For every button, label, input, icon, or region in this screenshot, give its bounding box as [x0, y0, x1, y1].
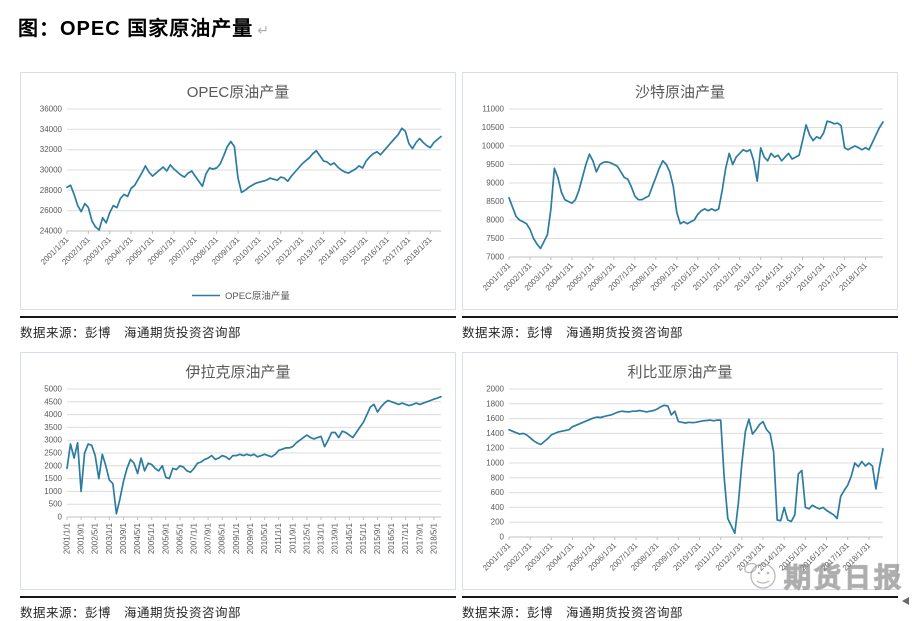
svg-text:10500: 10500 [482, 123, 505, 132]
chart-panel-iraq: 0 500 1000 1500 2000 2500 3000 3500 4000 4500 5000… [20, 352, 456, 590]
svg-text:600: 600 [491, 488, 505, 497]
svg-text:7500: 7500 [486, 234, 504, 243]
source-note: 数据来源：彭博 海通期货投资咨询部 [20, 326, 242, 340]
svg-text:2000: 2000 [44, 461, 62, 470]
svg-text:30000: 30000 [40, 166, 63, 175]
svg-text:OPEC原油产量: OPEC原油产量 [187, 84, 290, 101]
svg-text:3000: 3000 [44, 436, 62, 445]
svg-text:1600: 1600 [486, 414, 504, 423]
source-divider [462, 596, 898, 598]
svg-text:4500: 4500 [44, 397, 62, 406]
svg-text:3500: 3500 [44, 423, 62, 432]
chart-cell-libya: 0 200 400 600 800 1000 1200 1400 1600 1800 2000 200… [462, 352, 898, 621]
opec-production-chart: 240002600028000300003200034000360002001/… [39, 84, 442, 302]
saudi-production-chart: 7000750080008500900095001000010500110002… [481, 84, 884, 293]
svg-text:2017/9/1: 2017/9/1 [415, 522, 424, 554]
svg-text:200: 200 [491, 518, 505, 527]
svg-text:2003/9/1: 2003/9/1 [119, 522, 128, 554]
svg-text:2017/1/1: 2017/1/1 [401, 522, 410, 554]
svg-text:2003/1/1: 2003/1/1 [105, 522, 114, 554]
svg-text:1200: 1200 [486, 444, 504, 453]
source-note: 数据来源：彭博 海通期货投资咨询部 [20, 606, 242, 620]
svg-text:1000: 1000 [44, 487, 62, 496]
svg-text:1400: 1400 [486, 429, 504, 438]
svg-text:2004/5/1: 2004/5/1 [133, 522, 142, 554]
chart-panel-libya: 0 200 400 600 800 1000 1200 1400 1600 1800 2000 200… [462, 352, 898, 590]
page-title-text: 图：OPEC 国家原油产量 [18, 18, 254, 40]
svg-text:0: 0 [58, 513, 63, 522]
source-note: 数据来源：彭博 海通期货投资咨询部 [462, 606, 684, 620]
chart-panel-opec: 24000 26000 28000 30000 32000 34000 36000 2001/… [20, 72, 456, 310]
chart-cell-opec: 24000 26000 28000 30000 32000 34000 36000 2001/… [20, 72, 456, 341]
svg-text:1500: 1500 [44, 474, 62, 483]
svg-text:8000: 8000 [486, 216, 504, 225]
svg-text:500: 500 [49, 500, 63, 509]
svg-text:2016/5/1: 2016/5/1 [387, 522, 396, 554]
svg-text:9500: 9500 [486, 160, 504, 169]
svg-text:10000: 10000 [482, 142, 505, 151]
chart-cell-iraq: 0 500 1000 1500 2000 2500 3000 3500 4000 4500 5000… [20, 352, 456, 621]
svg-text:2007/9/1: 2007/9/1 [204, 522, 213, 554]
svg-text:2013/9/1: 2013/9/1 [331, 522, 340, 554]
svg-text:2500: 2500 [44, 449, 62, 458]
corner-arrow-icon [902, 597, 909, 605]
svg-text:34000: 34000 [40, 125, 63, 134]
svg-text:2009/1/1: 2009/1/1 [232, 522, 241, 554]
chart-cell-saudi: 7000 7500 8000 8500 9000 9500 10000 10500 11000 2… [462, 72, 898, 341]
svg-text:2014/5/1: 2014/5/1 [345, 522, 354, 554]
svg-text:4000: 4000 [44, 410, 62, 419]
svg-text:26000: 26000 [40, 206, 63, 215]
svg-text:利比亚原油产量: 利比亚原油产量 [627, 364, 732, 381]
svg-text:2008/5/1: 2008/5/1 [218, 522, 227, 554]
svg-text:2018/5/1: 2018/5/1 [429, 522, 438, 554]
svg-text:伊拉克原油产量: 伊拉克原油产量 [185, 364, 290, 381]
svg-text:2015/1/1: 2015/1/1 [359, 522, 368, 554]
svg-text:0: 0 [500, 533, 505, 542]
svg-text:OPEC原油产量: OPEC原油产量 [225, 290, 290, 302]
source-note: 数据来源：彭博 海通期货投资咨询部 [462, 326, 684, 340]
svg-text:800: 800 [491, 473, 505, 482]
chart-panel-saudi: 7000 7500 8000 8500 9000 9500 10000 10500 11000 2… [462, 72, 898, 310]
svg-text:28000: 28000 [40, 186, 63, 195]
svg-text:1800: 1800 [486, 399, 504, 408]
svg-text:2005/1/1: 2005/1/1 [147, 522, 156, 554]
source-divider [20, 316, 456, 318]
svg-text:沙特原油产量: 沙特原油产量 [635, 84, 725, 101]
source-divider [20, 596, 456, 598]
svg-text:11000: 11000 [482, 105, 504, 114]
page-title: 图：OPEC 国家原油产量 ↵ [18, 12, 270, 41]
svg-text:5000: 5000 [44, 385, 62, 394]
svg-text:2013/1/1: 2013/1/1 [317, 522, 326, 554]
paragraph-return-icon: ↵ [257, 22, 270, 38]
svg-text:9000: 9000 [486, 179, 504, 188]
svg-text:400: 400 [491, 503, 505, 512]
svg-text:2010/5/1: 2010/5/1 [260, 522, 269, 554]
svg-text:2009/9/1: 2009/9/1 [246, 522, 255, 554]
svg-text:36000: 36000 [40, 105, 63, 114]
svg-text:2011/9/1: 2011/9/1 [288, 522, 297, 553]
svg-text:1000: 1000 [486, 459, 504, 468]
svg-text:2012/5/1: 2012/5/1 [302, 522, 311, 554]
svg-text:2015/9/1: 2015/9/1 [373, 522, 382, 554]
svg-text:7000: 7000 [486, 253, 504, 262]
svg-text:24000: 24000 [40, 227, 63, 236]
libya-production-chart: 0200400600800100012001400160018002000200… [481, 364, 884, 573]
svg-text:8500: 8500 [486, 197, 504, 206]
svg-text:2001/9/1: 2001/9/1 [77, 522, 86, 554]
svg-text:2000: 2000 [486, 385, 504, 394]
svg-text:2006/5/1: 2006/5/1 [175, 522, 184, 554]
svg-text:2002/5/1: 2002/5/1 [91, 522, 100, 554]
svg-text:2007/1/1: 2007/1/1 [190, 522, 199, 554]
iraq-production-chart: 0 500 1000 1500 2000 2500 3000 3500 4000 4500 5000… [44, 364, 442, 554]
svg-text:2005/9/1: 2005/9/1 [161, 522, 170, 554]
source-divider [462, 316, 898, 318]
svg-text:2011/1/1: 2011/1/1 [274, 522, 283, 553]
svg-text:32000: 32000 [40, 145, 63, 154]
svg-text:2001/1/1: 2001/1/1 [63, 522, 72, 554]
